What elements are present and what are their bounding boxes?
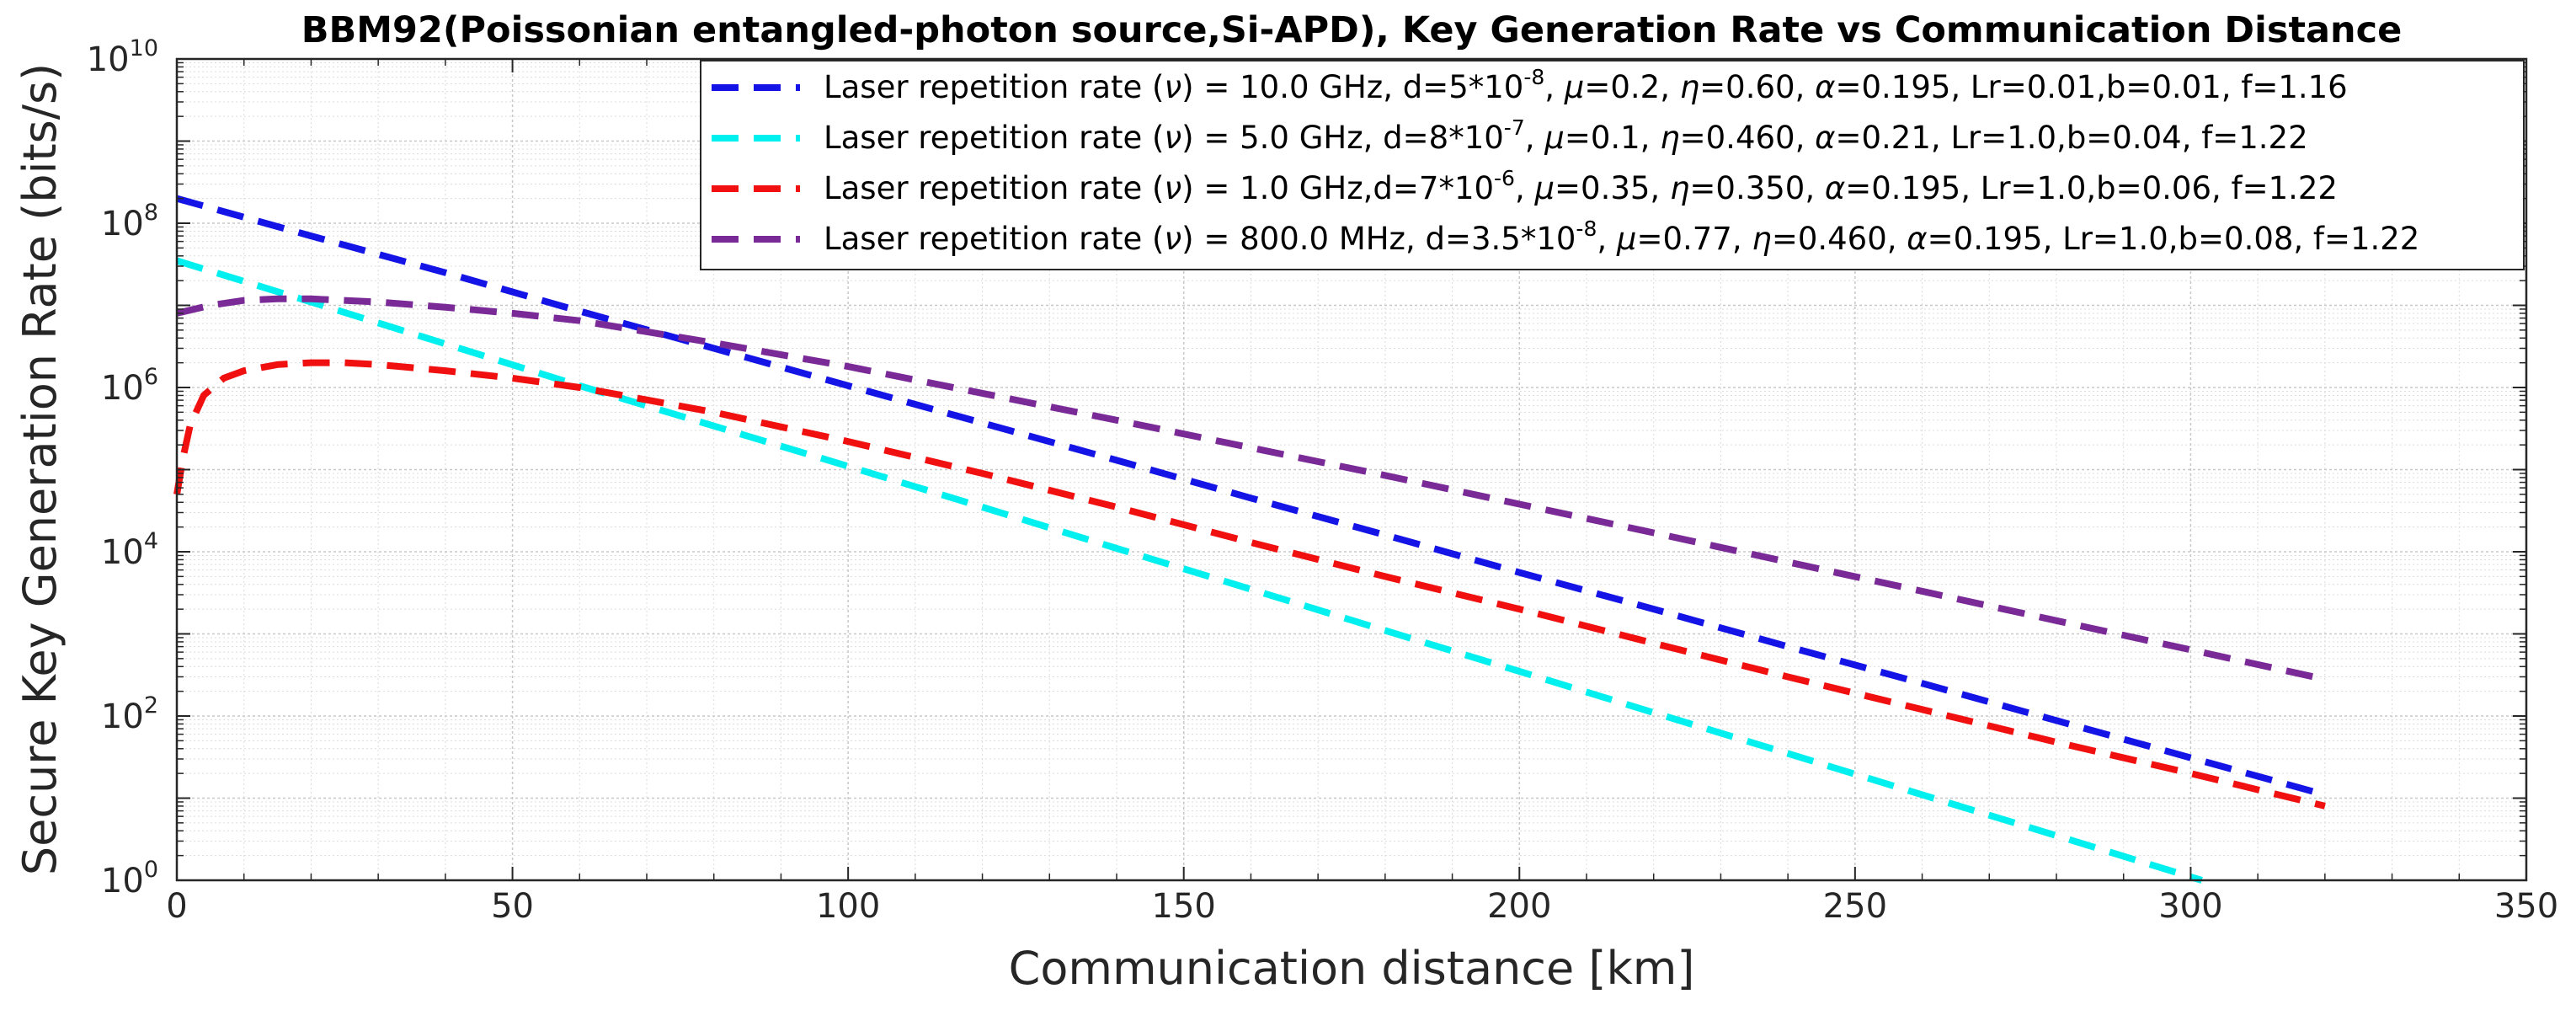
series-line-1 (175, 195, 2326, 799)
series-layer (173, 195, 2326, 884)
x-tick-label: 350 (2494, 887, 2558, 926)
y-tick-label: 102 (101, 692, 158, 736)
y-tick-label: 1010 (87, 35, 158, 79)
series-line-4 (176, 295, 2326, 683)
legend-label-2: Laser repetition rate (ν) = 5.0 GHz, d=8… (824, 115, 2308, 156)
x-tick-label: 0 (166, 887, 187, 926)
legend-label-4: Laser repetition rate (ν) = 800.0 MHz, d… (824, 216, 2419, 257)
x-tick-label: 200 (1487, 887, 1551, 926)
series-line-3 (173, 359, 2326, 810)
x-tick-labels: 0 50 100 150 200 250 300 350 (166, 887, 2558, 926)
y-tick-label: 108 (101, 200, 158, 243)
y-tick-label: 100 (101, 857, 158, 900)
legend: Laser repetition rate (ν) = 10.0 GHz, d=… (700, 60, 2525, 270)
y-tick-label: 104 (101, 528, 158, 572)
legend-entries: Laser repetition rate (ν) = 10.0 GHz, d=… (712, 65, 2419, 257)
chart-title: BBM92(Poissonian entangled-photon source… (301, 9, 2403, 51)
legend-box (700, 60, 2525, 270)
x-tick-label: 300 (2158, 887, 2222, 926)
x-tick-label: 250 (1823, 887, 1887, 926)
x-tick-label: 150 (1152, 887, 1216, 926)
y-tick-labels: 100 102 104 106 108 1010 (87, 35, 158, 900)
y-axis-label: Secure Key Generation Rate (bits/s) (13, 63, 67, 875)
legend-label-1: Laser repetition rate (ν) = 10.0 GHz, d=… (824, 65, 2348, 105)
y-tick-label: 106 (101, 364, 158, 408)
x-tick-label: 50 (491, 887, 534, 926)
x-axis-label: Communication distance [km] (1009, 942, 1695, 995)
series-line-2 (175, 257, 2203, 884)
legend-label-3: Laser repetition rate (ν) = 1.0 GHz,d=7*… (824, 166, 2338, 206)
x-tick-label: 100 (816, 887, 880, 926)
